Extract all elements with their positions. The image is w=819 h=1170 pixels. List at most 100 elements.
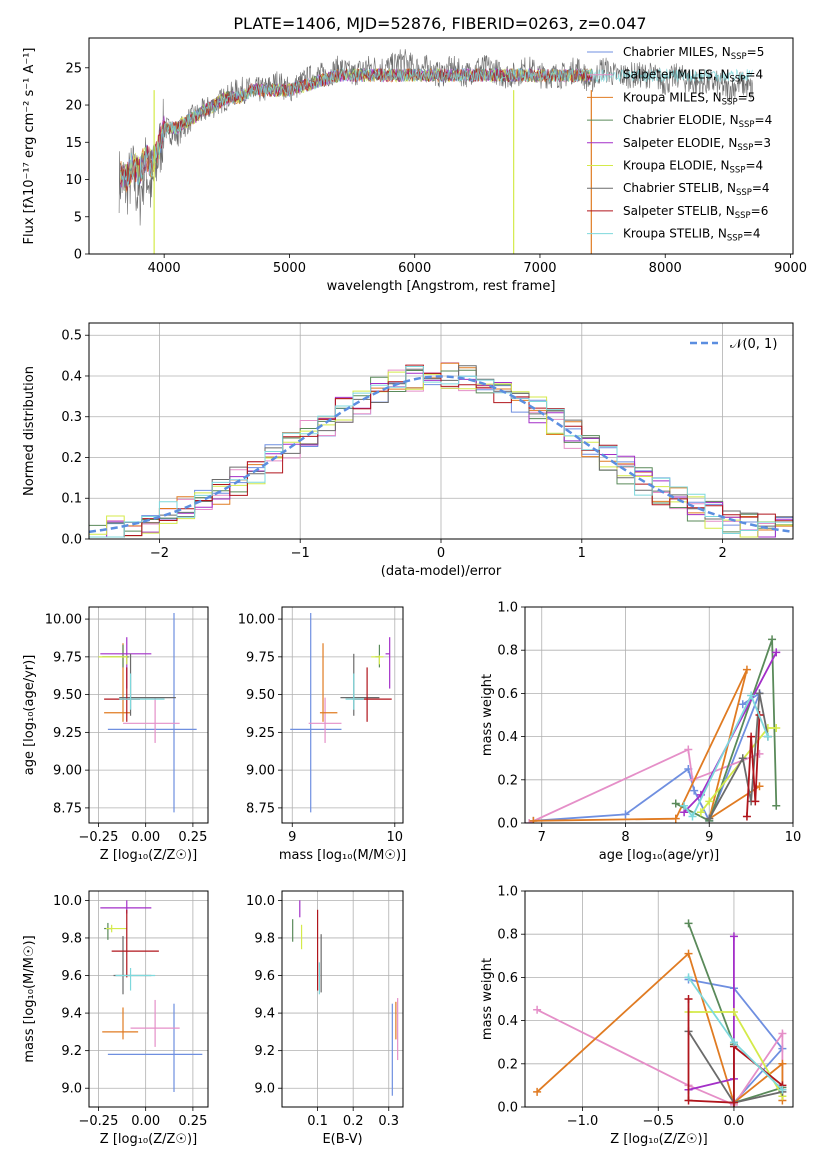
error-bar-point [106, 924, 127, 933]
error-bar-point [371, 655, 384, 665]
legend-entry: Chabrier MILES, NSSP=5 [623, 45, 764, 62]
plot-area-weight-vs-Z [525, 891, 793, 1107]
y-tick-label: 10.00 [238, 613, 275, 628]
error-bar-point [100, 900, 152, 914]
x-tick-label: 0.2 [343, 1114, 364, 1129]
y-axis-label: mass [log₁₀(M/M☉)] [22, 935, 37, 1062]
x-tick-label: −0.25 [79, 830, 119, 845]
y-tick-label: 10 [65, 173, 82, 188]
x-tick-label: −0.25 [79, 1114, 119, 1129]
x-tick-label: 0.3 [378, 1114, 399, 1129]
x-tick-label: −1.0 [567, 1114, 599, 1129]
weight-marker [751, 797, 760, 806]
y-tick-label: 9.0 [61, 1082, 82, 1097]
y-tick-label: 0.8 [497, 928, 518, 943]
y-tick-label: 9.0 [254, 1082, 275, 1097]
x-tick-label: 0.25 [178, 830, 207, 845]
y-tick-label: 9.4 [254, 1007, 275, 1022]
weight-line [683, 693, 769, 819]
x-axis-label: E(B-V) [322, 1132, 362, 1147]
error-bar-point [130, 999, 180, 1047]
x-tick-label: 0.25 [178, 1114, 207, 1129]
y-tick-label: 0.0 [61, 533, 82, 548]
x-axis-label: (data-model)/error [381, 564, 502, 579]
weight-marker [684, 973, 693, 982]
x-axis-label: wavelength [Angstrom, rest frame] [327, 279, 556, 294]
weight-marker [705, 797, 714, 806]
y-axis-label: Normed distribution [22, 366, 37, 496]
error-bar-point [115, 968, 156, 991]
y-tick-label: 0.5 [61, 329, 82, 344]
y-tick-label: 0.0 [497, 817, 518, 832]
y-tick-label: 25 [65, 61, 82, 76]
weight-marker [684, 919, 693, 928]
y-tick-label: 9.75 [246, 650, 275, 665]
x-tick-label: 8 [621, 830, 629, 845]
weight-marker [772, 723, 781, 732]
residual-histogram [89, 366, 793, 538]
x-tick-label: 10 [387, 830, 404, 845]
y-tick-label: 20 [65, 99, 82, 114]
weight-marker [778, 1085, 787, 1094]
x-tick-label: −0.5 [642, 1114, 674, 1129]
y-tick-label: 9.2 [254, 1044, 275, 1059]
y-tick-label: 1.0 [497, 601, 518, 616]
legend-entry: Salpeter ELODIE, NSSP=3 [623, 136, 771, 153]
y-tick-label: 0.4 [61, 369, 82, 384]
error-bar-point [119, 653, 176, 716]
panel-mass-vs-Z: −0.25 0.00 0.25 9.0 9.2 9.4 9.6 9.8 10.0 Z [log₁₀… [22, 890, 209, 1147]
x-axis-label: age [log₁₀(age/yr)] [599, 848, 720, 863]
model-spectrum-line [119, 67, 593, 188]
x-tick-label: 1 [578, 546, 586, 561]
error-bar-point [111, 909, 159, 978]
y-tick-label: 0.1 [61, 492, 82, 507]
error-bar-point [290, 613, 342, 813]
weight-marker [763, 732, 772, 741]
x-tick-label: 0 [437, 546, 445, 561]
panel-mass-vs-ebv: 0.1 0.2 0.3 9.0 9.2 9.4 9.6 9.8 10.0 E(B-V) [246, 890, 404, 1147]
legend-entry: Kroupa ELODIE, NSSP=4 [623, 159, 763, 176]
plot-area-age-vs-Z [89, 607, 208, 823]
error-bar-point [308, 697, 342, 743]
y-tick-label: 8.75 [246, 801, 275, 816]
panel-age-vs-Z: −0.25 0.00 0.25 8.75 9.00 9.25 9.50 9.75 10.00 Z … [22, 606, 209, 863]
y-tick-label: 0.6 [497, 687, 518, 702]
weight-line [746, 714, 761, 817]
weight-marker [684, 745, 693, 754]
x-tick-label: 0.00 [131, 1114, 160, 1129]
axes-frame [524, 890, 794, 1108]
error-bar-point [319, 643, 338, 722]
x-tick-label: 4000 [148, 261, 181, 276]
x-tick-label: −2 [150, 546, 169, 561]
plot-area-spectrum [118, 49, 754, 254]
y-tick-label: 9.6 [254, 969, 275, 984]
weight-marker [533, 1087, 542, 1096]
y-axis-label: Flux [fλ10⁻¹⁷ erg cm⁻² s⁻¹ A⁻¹] [22, 48, 37, 245]
weight-marker [747, 691, 756, 700]
plot-area-age-vs-mass [282, 607, 403, 823]
x-tick-label: 2 [718, 546, 726, 561]
figure-title: PLATE=1406, MJD=52876, FIBERID=0263, z=0… [233, 14, 646, 33]
x-tick-label: 7 [538, 830, 546, 845]
plot-area-mass-vs-Z [89, 891, 208, 1107]
weight-marker [684, 949, 693, 958]
error-bar-point [98, 655, 128, 665]
error-bar-point [102, 1007, 139, 1040]
legend-entry: Salpeter MILES, NSSP=4 [623, 68, 763, 85]
y-tick-label: 9.00 [246, 764, 275, 779]
weight-marker [705, 814, 714, 823]
weight-marker [529, 816, 538, 823]
x-tick-label: 0.0 [724, 1114, 745, 1129]
axes-frame [88, 606, 209, 824]
weight-marker [533, 1005, 542, 1014]
axes-frame [88, 890, 209, 1108]
legend-entry: Chabrier ELODIE, NSSP=4 [623, 113, 772, 130]
y-tick-label: 0.0 [497, 1101, 518, 1116]
panels: 4000 5000 6000 7000 8000 90000510152025wavele… [22, 37, 807, 1147]
weight-marker [738, 754, 747, 763]
y-tick-label: 1.0 [497, 885, 518, 900]
y-tick-label: 5 [74, 210, 82, 225]
y-tick-label: 9.00 [53, 764, 82, 779]
x-tick-label: −1 [291, 546, 310, 561]
y-tick-label: 0.4 [497, 730, 518, 745]
